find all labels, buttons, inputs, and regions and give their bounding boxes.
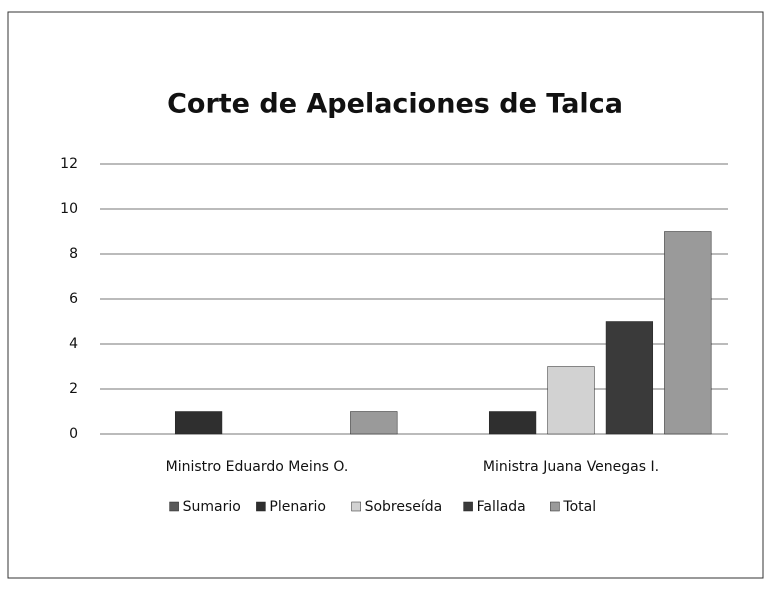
legend-label: Sobreseída	[365, 499, 443, 515]
legend-swatch	[351, 501, 361, 512]
y-tick-label: 12	[60, 156, 78, 172]
x-tick-label: Ministra Juana Venegas I.	[483, 459, 659, 475]
bar	[547, 366, 595, 435]
y-tick-label: 10	[60, 201, 78, 217]
legend-swatch	[463, 501, 473, 512]
y-tick-label: 6	[69, 291, 78, 307]
bar	[605, 321, 654, 435]
chart-title: Corte de Apelaciones de Talca	[167, 89, 623, 120]
legend-swatch	[256, 501, 266, 512]
y-tick-label: 0	[69, 426, 78, 442]
bar	[350, 411, 398, 435]
legend-label: Fallada	[477, 499, 526, 515]
y-tick-label: 2	[69, 381, 78, 397]
legend-label: Total	[562, 499, 596, 515]
legend-swatch	[550, 501, 560, 512]
legend-swatch	[169, 501, 179, 512]
bar	[664, 231, 712, 435]
y-tick-label: 4	[69, 336, 78, 352]
x-tick-label: Ministro Eduardo Meins O.	[166, 459, 349, 475]
bar	[488, 411, 537, 435]
y-tick-label: 8	[69, 246, 78, 262]
legend-label: Plenario	[269, 499, 326, 515]
legend-label: Sumario	[183, 499, 241, 515]
chart-frame	[7, 11, 764, 579]
bar	[174, 411, 223, 435]
